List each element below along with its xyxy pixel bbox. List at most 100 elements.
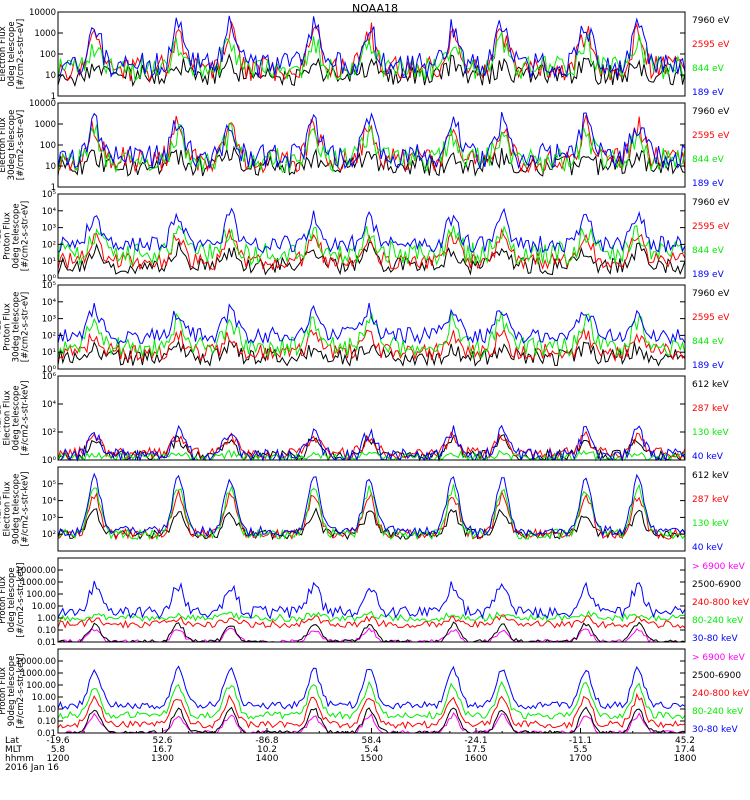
- y-axis-title-line: Electron Flux: [3, 390, 13, 445]
- ytick-label: 10000.00: [15, 566, 56, 576]
- ytick-label: 100.00: [26, 590, 56, 600]
- ytick-label: 1.00: [37, 705, 56, 715]
- ytick-label: 10¹: [42, 257, 56, 267]
- ytick-label: 0.01: [37, 729, 56, 739]
- y-axis-title: MEPEDElectron Flux90deg telescope[#/cm2-…: [0, 472, 31, 547]
- series-meped-e-0-0: [57, 434, 686, 462]
- panel-frame: [57, 466, 686, 552]
- ytick-label: 1: [51, 92, 56, 102]
- series-ted-e-0-0: [57, 53, 686, 88]
- legend-item: 844 eV: [692, 64, 725, 74]
- series-meped-p-90-3: [57, 680, 686, 720]
- time-row-value: 1200: [47, 754, 70, 764]
- panel-meped-p-90: 0.010.101.0010.00100.001000.0010000.00Pr…: [0, 648, 750, 739]
- series-ted-p-30-2: [57, 311, 686, 359]
- series-ted-p-0-0: [57, 241, 686, 276]
- y-axis-title-line: [#/cm2-s-str-eV]: [21, 292, 31, 362]
- ytick-label: 10⁰: [42, 365, 57, 375]
- time-row-value: -24.1: [464, 736, 487, 746]
- series-meped-e-90-2: [57, 483, 686, 541]
- ytick-label: 10.00: [32, 693, 56, 703]
- time-row-label: MLT: [5, 745, 23, 755]
- y-axis-title: Proton Flux90deg telescope[#/cm2-s-str-k…: [0, 654, 26, 729]
- time-row-value: 16.7: [152, 745, 172, 755]
- y-axis-title-line: 90deg telescope: [7, 656, 17, 727]
- series-ted-p-0-1: [57, 227, 686, 271]
- time-row-value: 45.2: [675, 736, 695, 746]
- panel-frame: [57, 193, 686, 279]
- series-ted-p-0-2: [57, 224, 686, 266]
- series-meped-e-0-2: [57, 449, 686, 462]
- time-row-value: 17.4: [675, 745, 695, 755]
- ytick-label: 10000.00: [15, 657, 56, 667]
- legend-item: 7960 eV: [692, 107, 730, 117]
- y-axis-title-line: Electron Flux: [3, 481, 13, 536]
- y-axis-title-line: Proton Flux: [3, 212, 13, 260]
- legend-item: 2595 eV: [692, 131, 730, 141]
- y-axis-title-line: [#/cm2-s-str-eV]: [21, 201, 31, 271]
- series-ted-p-30-1: [57, 328, 686, 363]
- y-axis-title-line: MEPED: [0, 403, 4, 433]
- y-axis-title-line: 0deg telescope: [12, 385, 22, 450]
- y-axis-title-line: TED: [0, 227, 4, 246]
- legend-item: 130 keV: [692, 519, 729, 529]
- time-row-label: hhmm: [5, 754, 34, 764]
- legend-item: 612 keV: [692, 471, 729, 481]
- time-row-value: 52.6: [152, 736, 172, 746]
- legend-item: 7960 eV: [692, 16, 730, 26]
- legend-item: 2595 eV: [692, 313, 730, 323]
- ytick-label: 10000: [29, 8, 56, 18]
- y-axis-title-line: 0deg telescope: [7, 21, 17, 86]
- ytick-label: 10²: [42, 428, 56, 438]
- legend-item: 7960 eV: [692, 289, 730, 299]
- time-row-value: 5.4: [364, 745, 379, 755]
- y-axis-title-line: MEPED: [0, 494, 4, 524]
- legend-item: 2595 eV: [692, 222, 730, 232]
- ytick-label: 1000.00: [21, 669, 56, 679]
- series-ted-p-30-0: [57, 339, 686, 367]
- time-row-value: 58.4: [361, 736, 381, 746]
- panel-ted-p-0: 10⁰ 10¹ 10² 10³ 10⁴ 10⁵ TEDProton Flux0deg tel…: [0, 190, 730, 284]
- time-row-label: Lat: [5, 736, 20, 746]
- ytick-label: 10⁶: [42, 372, 57, 382]
- ytick-label: 10⁵: [42, 190, 56, 200]
- series-meped-p-0-3: [57, 610, 686, 623]
- time-row-value: -19.6: [46, 736, 70, 746]
- y-axis-title: Electron Flux0deg telescope[#/cm2-s-str-…: [0, 19, 26, 89]
- y-axis-title-line: 0deg telescope: [12, 203, 22, 268]
- series-meped-e-0-1: [57, 430, 686, 461]
- legend-item: 287 keV: [692, 495, 729, 505]
- panel-frame: [57, 557, 686, 643]
- series-meped-p-0-2: [57, 614, 686, 629]
- y-axis-title-line: 0deg telescope: [7, 567, 17, 632]
- y-axis-title-line: 90deg telescope: [12, 474, 22, 545]
- ytick-label: 10²: [42, 240, 56, 250]
- ytick-label: 10⁵: [42, 281, 56, 291]
- ytick-label: 10¹: [42, 348, 56, 358]
- legend-item: 40 keV: [692, 452, 724, 462]
- legend-item: 30-80 keV: [692, 634, 738, 644]
- series-ted-e-0-2: [57, 31, 686, 83]
- legend-item: > 6900 keV: [692, 562, 746, 572]
- y-axis-title: TEDProton Flux0deg telescope[#/cm2-s-str…: [0, 201, 31, 271]
- legend-item: 130 keV: [692, 428, 729, 438]
- y-axis-title-line: 30deg telescope: [12, 292, 22, 363]
- ytick-label: 0.10: [37, 626, 56, 636]
- series-meped-p-90-2: [57, 692, 686, 730]
- panel-frame: [57, 284, 686, 370]
- ytick-label: 10³: [42, 513, 56, 523]
- ytick-label: 10.00: [32, 602, 56, 612]
- y-axis-title-line: 30deg telescope: [7, 110, 17, 181]
- ytick-label: 10⁰: [42, 274, 57, 284]
- legend-item: 80-240 keV: [692, 707, 744, 717]
- y-axis-title: Proton Flux0deg telescope[#/cm2-s-str-ke…: [0, 563, 26, 638]
- legend-item: 2500-6900: [692, 671, 741, 681]
- series-meped-e-0-3: [58, 424, 686, 462]
- series-meped-e-90-0: [57, 507, 686, 541]
- time-row-value: 5.8: [51, 745, 66, 755]
- legend-item: 189 eV: [692, 361, 725, 371]
- series-ted-e-30-3: [57, 111, 686, 170]
- y-axis-title-line: Proton Flux: [0, 576, 8, 624]
- legend-item: 844 eV: [692, 155, 725, 165]
